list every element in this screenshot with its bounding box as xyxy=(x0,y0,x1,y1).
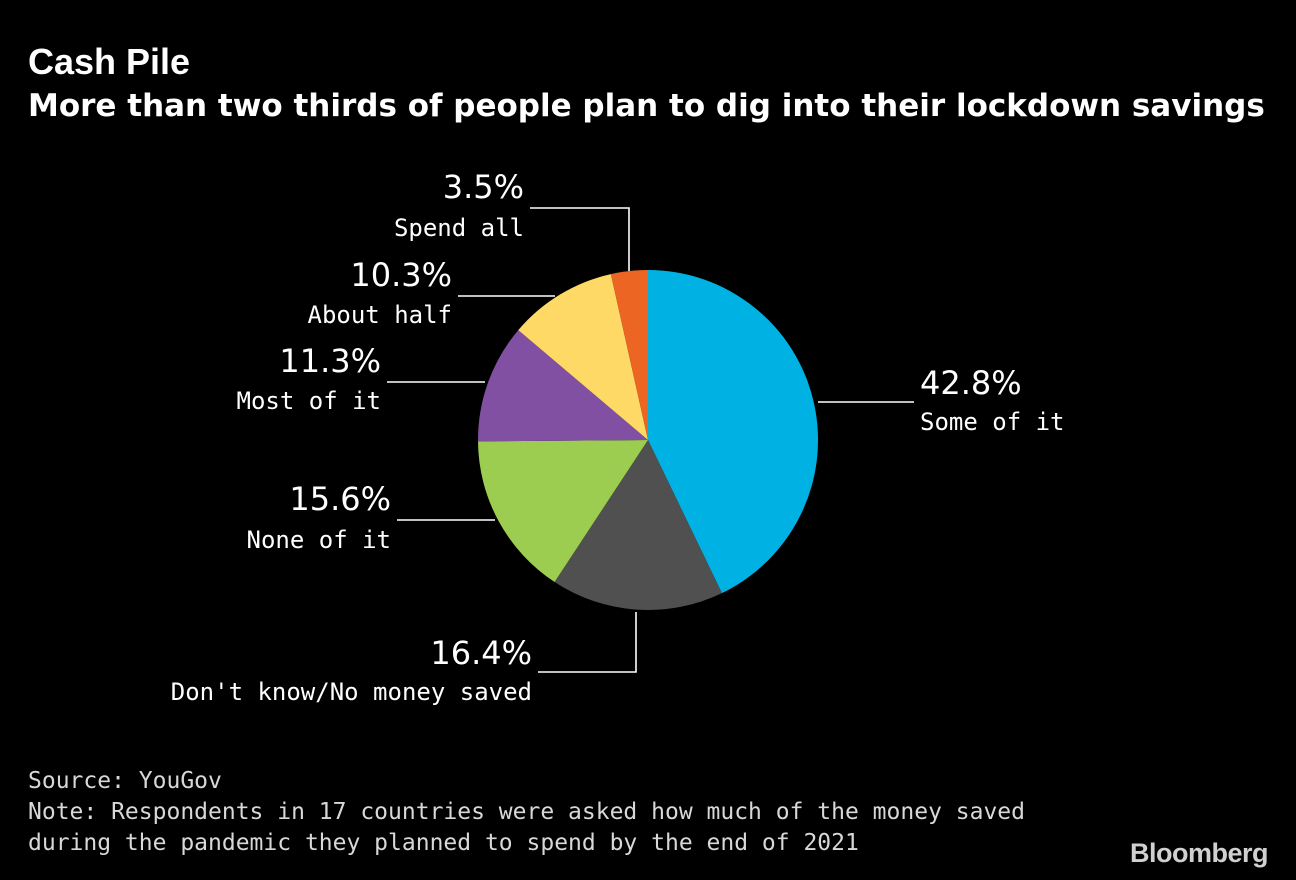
data-label-none-of-it: 15.6% xyxy=(289,480,391,518)
category-label-about-half: About half xyxy=(308,301,453,329)
data-label-don-t-know-no-money-saved: 16.4% xyxy=(430,634,532,672)
pie-slice-none-of-it xyxy=(478,440,648,583)
pie-slice-most-of-it xyxy=(478,330,648,442)
category-label-don-t-know-no-money-saved: Don't know/No money saved xyxy=(171,678,532,706)
category-label-most-of-it: Most of it xyxy=(237,387,382,415)
note-line-1: Note: Respondents in 17 countries were a… xyxy=(28,799,1025,825)
pie-slice-don-t-know-no-money-saved xyxy=(554,440,722,611)
pie-slice-some-of-it xyxy=(648,270,819,594)
pie-slice-about-half xyxy=(518,274,648,440)
pie-slice-spend-all xyxy=(610,270,648,440)
leader-line-don-t-know-no-money-saved xyxy=(538,612,637,673)
data-label-some-of-it: 42.8% xyxy=(920,364,1022,402)
leader-line-spend-all xyxy=(530,207,630,271)
source-note: Source: YouGov xyxy=(28,768,222,794)
data-label-about-half: 10.3% xyxy=(350,256,452,294)
pie-chart: 42.8% Some of it 16.4% Don't know/No money … xyxy=(171,168,1065,706)
category-label-some-of-it: Some of it xyxy=(920,408,1065,436)
chart-footer: Source: YouGov Note: Respondents in 17 c… xyxy=(28,766,1025,859)
data-label-spend-all: 3.5% xyxy=(443,168,524,206)
chart-title: Cash Pile xyxy=(28,41,191,82)
data-label-most-of-it: 11.3% xyxy=(279,342,381,380)
bloomberg-logo: Bloomberg xyxy=(1129,838,1269,868)
chart-subtitle: More than two thirds of people plan to d… xyxy=(28,88,1265,124)
note-line-2: during the pandemic they planned to spen… xyxy=(28,830,859,856)
category-label-spend-all: Spend all xyxy=(394,214,524,242)
category-label-none-of-it: None of it xyxy=(247,526,392,554)
